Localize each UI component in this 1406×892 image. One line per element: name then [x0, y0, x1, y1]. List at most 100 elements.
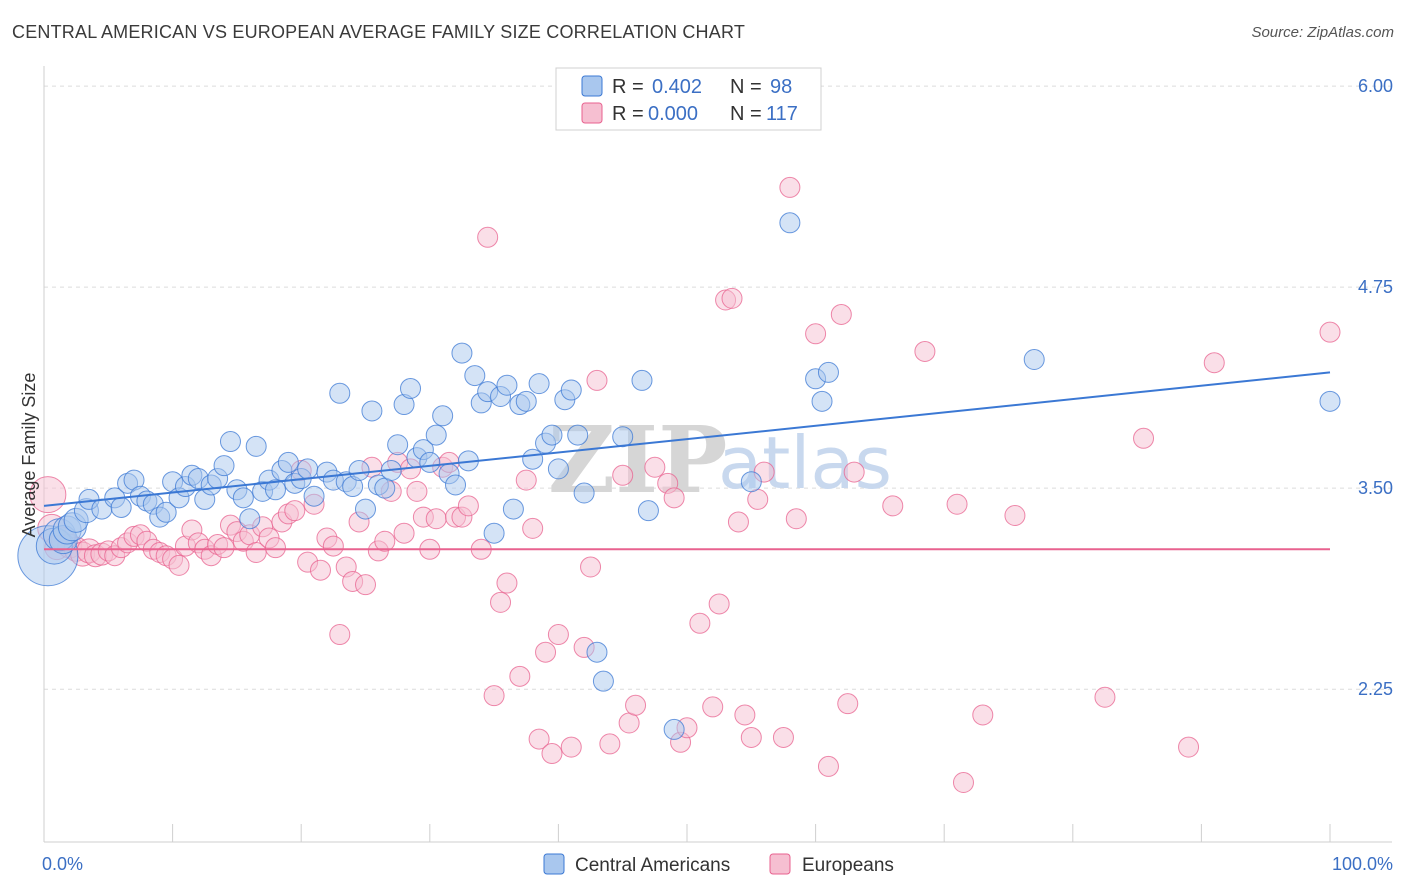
central-american-point [432, 405, 454, 427]
central-american-point [502, 498, 524, 520]
central-american-point [541, 424, 563, 446]
european-point [805, 323, 827, 345]
central-american-point [451, 342, 473, 364]
european-point [972, 704, 994, 726]
european-point [1178, 736, 1200, 758]
central-american-point [348, 459, 370, 481]
trend-lines [43, 371, 1331, 551]
y-tick-labels: 2.25 3.50 4.75 6.00 [1358, 76, 1393, 699]
legend-bottom: Central Americans Europeans [543, 853, 894, 876]
central-american-point [400, 377, 422, 399]
central-american-point [483, 522, 505, 544]
european-point [727, 511, 749, 533]
source-label: Source: ZipAtlas.com [1251, 24, 1394, 41]
central-american-point [329, 382, 351, 404]
central-american-point [547, 458, 569, 480]
y-axis-label: Average Family Size [19, 373, 39, 538]
central-american-point [213, 455, 235, 477]
central-american-point [817, 361, 839, 383]
central-american-point [110, 496, 132, 518]
central-american-point [515, 390, 537, 412]
central-american-point [355, 498, 376, 520]
european-point [1004, 505, 1026, 527]
central-american-point [219, 431, 241, 453]
legend-n-value-european: 117 [766, 103, 798, 125]
central-american-point [1319, 390, 1341, 412]
european-point [477, 226, 499, 248]
european-point [689, 612, 711, 634]
european-point [914, 340, 936, 362]
legend-n-value-central: 98 [770, 76, 792, 98]
european-point [785, 508, 807, 530]
european-point [612, 464, 634, 486]
european-point [457, 495, 479, 517]
european-point [952, 771, 974, 793]
european-point [264, 537, 286, 559]
x-tick-label-0: 0.0% [42, 854, 83, 874]
european-point [355, 574, 376, 596]
central-american-point [232, 487, 254, 509]
y-tick-label-1: 3.50 [1358, 478, 1393, 498]
central-american-point [464, 365, 486, 387]
legend-r-label-central: R = [612, 76, 644, 98]
legend-r-label-european: R = [612, 103, 644, 125]
central-american-point [303, 485, 325, 507]
european-point [1133, 427, 1155, 449]
european-point [830, 303, 852, 325]
european-point [213, 537, 235, 559]
european-point [772, 726, 794, 748]
european-point [483, 685, 505, 707]
bottom-legend-swatch-european [769, 853, 791, 875]
european-point [663, 487, 685, 509]
european-point [734, 704, 756, 726]
bottom-legend-label-european: Europeans [802, 855, 894, 876]
x-tick-labels: 0.0% 100.0% [42, 854, 1393, 874]
european-point [708, 593, 730, 615]
central-american-point [155, 501, 177, 523]
european-point [393, 522, 415, 544]
european-point [322, 535, 344, 557]
central-american-point [612, 426, 634, 448]
central-american-trend-line [43, 371, 1331, 507]
legend-top: R = 0.402 N = 98 R = 0.000 N = 117 [555, 67, 822, 131]
european-point [586, 369, 608, 391]
central-american-point [528, 373, 550, 395]
european-point [1094, 686, 1116, 708]
central-american-point [573, 482, 595, 504]
central-american-point [419, 451, 441, 473]
european-point [882, 495, 904, 517]
legend-n-label-european: N = [730, 103, 762, 125]
european-point [644, 456, 666, 478]
european-point [618, 712, 640, 734]
european-point [946, 493, 968, 515]
european-points [29, 176, 1341, 793]
x-tick-label-1: 100.0% [1332, 854, 1393, 874]
european-point [425, 508, 447, 530]
central-american-point [361, 400, 383, 422]
central-american-point [637, 500, 659, 522]
central-american-point [387, 434, 409, 456]
y-tick-label-2: 4.75 [1358, 277, 1393, 297]
central-american-point [592, 670, 614, 692]
bottom-legend-label-central: Central Americans [575, 855, 730, 876]
central-american-point [496, 374, 518, 396]
legend-r-value-central: 0.402 [652, 76, 702, 98]
european-point [490, 591, 512, 613]
central-american-point [560, 379, 582, 401]
european-point [496, 572, 518, 594]
central-american-point [779, 212, 801, 234]
european-point [522, 517, 544, 539]
european-point [1203, 352, 1225, 374]
european-point [535, 641, 557, 663]
european-point [509, 665, 531, 687]
european-point [528, 728, 550, 750]
legend-r-value-european: 0.000 [648, 103, 698, 125]
legend-swatch-central [581, 75, 603, 97]
central-american-point [277, 451, 299, 473]
y-tick-label-0: 2.25 [1358, 679, 1393, 699]
european-point [406, 480, 428, 502]
european-point [284, 500, 306, 522]
central-american-point [567, 424, 589, 446]
european-point [515, 469, 537, 491]
